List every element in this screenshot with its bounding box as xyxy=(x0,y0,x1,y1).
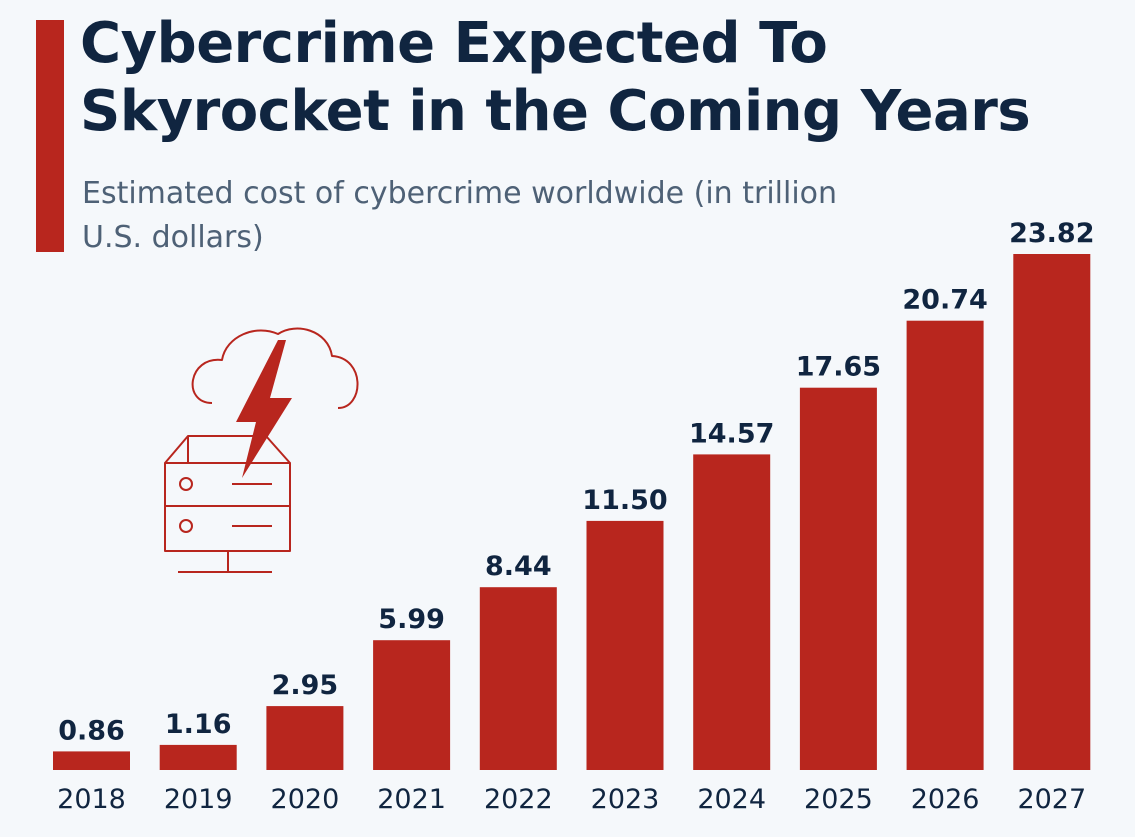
category-label-2019: 2019 xyxy=(164,784,233,815)
category-label-2022: 2022 xyxy=(484,784,553,815)
bar-2027 xyxy=(1013,254,1091,770)
value-label-2020: 2.95 xyxy=(272,670,339,701)
bar-2023 xyxy=(586,520,664,770)
category-label-2027: 2027 xyxy=(1017,784,1086,815)
category-label-2018: 2018 xyxy=(57,784,126,815)
value-label-2023: 11.50 xyxy=(582,485,667,516)
cloud-lightning-server-icon xyxy=(164,327,359,573)
category-label-2021: 2021 xyxy=(377,784,446,815)
value-label-2025: 17.65 xyxy=(796,352,881,383)
title-accent-bar xyxy=(36,20,64,252)
bar-2026 xyxy=(906,320,984,770)
bar-2022 xyxy=(479,587,557,770)
value-label-2021: 5.99 xyxy=(378,604,445,635)
category-label-2024: 2024 xyxy=(697,784,766,815)
value-label-2022: 8.44 xyxy=(485,551,552,582)
value-label-2019: 1.16 xyxy=(165,709,232,740)
bar-2025 xyxy=(799,387,877,770)
bar-2021 xyxy=(373,640,451,770)
chart-subtitle: Estimated cost of cybercrime worldwide (… xyxy=(82,176,838,255)
value-label-2018: 0.86 xyxy=(58,715,125,746)
bar-2020 xyxy=(266,706,344,770)
category-label-2023: 2023 xyxy=(591,784,660,815)
chart-title: Cybercrime Expected To Skyrocket in the … xyxy=(80,11,1031,144)
bar-2018 xyxy=(53,751,130,770)
value-label-2024: 14.57 xyxy=(689,418,774,449)
value-label-2027: 23.82 xyxy=(1009,218,1094,249)
category-label-2025: 2025 xyxy=(804,784,873,815)
category-label-2020: 2020 xyxy=(271,784,340,815)
value-label-2026: 20.74 xyxy=(902,285,987,316)
bar-2019 xyxy=(159,744,237,770)
category-label-2026: 2026 xyxy=(911,784,980,815)
bar-2024 xyxy=(693,454,771,770)
